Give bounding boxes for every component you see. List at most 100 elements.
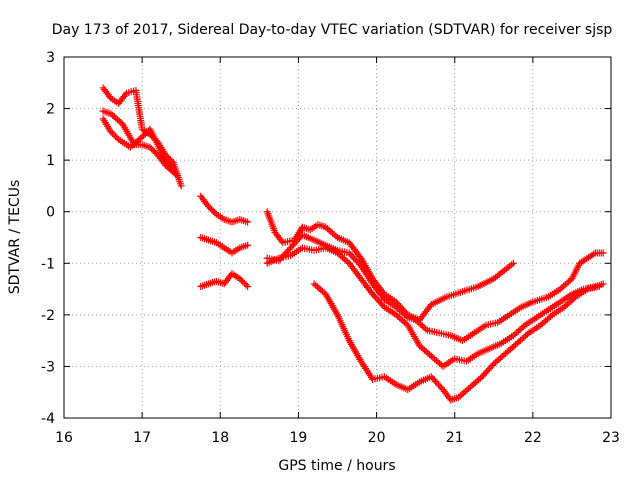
data-point [543,315,551,323]
data-point [317,286,325,294]
data-point [455,393,463,401]
data-point [112,114,120,122]
data-point [109,111,117,119]
data-point [560,303,568,311]
data-point [505,347,513,355]
data-point [148,145,156,153]
data-point [325,226,333,234]
data-point [172,170,180,178]
data-point [416,342,424,350]
data-point [513,339,521,347]
data-point [379,294,387,302]
data-point [516,326,524,334]
data-point [417,343,425,351]
data-point [537,321,545,329]
data-point [173,172,181,180]
data-point [208,206,216,214]
data-point [312,281,320,289]
data-point [419,345,427,353]
data-point [421,346,429,354]
data-point [209,207,217,215]
x-tick-label: 21 [446,430,464,446]
data-point [422,325,430,333]
data-point [514,327,522,335]
data-point [509,259,517,267]
data-point [511,330,519,338]
data-point [395,314,403,322]
data-point [237,276,245,284]
data-point [334,249,341,257]
data-point [465,385,473,393]
data-point [562,302,570,310]
data-point [399,317,407,325]
data-point [556,285,564,293]
data-point [561,281,569,289]
x-tick-label: 18 [211,430,229,446]
x-tick-label: 16 [55,430,73,446]
data-point [400,310,408,318]
data-point [112,132,120,140]
data-point [395,306,403,314]
data-point [508,344,516,352]
data-point [517,336,525,344]
data-point [476,374,484,382]
data-point [108,129,116,137]
data-point [168,157,176,165]
data-point [211,209,219,217]
y-tick-label: 0 [46,205,55,221]
data-point [313,283,321,291]
data-point [512,341,520,349]
data-point [503,348,511,356]
data-point [397,308,405,316]
data-point [565,278,573,286]
data-point [138,133,146,141]
data-point [342,256,350,264]
data-point [315,284,323,292]
data-point [206,204,214,212]
x-tick-label: 17 [133,430,151,446]
data-point [110,131,118,139]
data-point [107,128,115,136]
data-point [488,361,496,369]
y-tick-label: -4 [41,411,55,427]
data-point [413,317,421,325]
data-point [394,305,402,313]
data-point [205,203,213,211]
data-point [135,136,143,144]
data-point [599,249,607,257]
data-point [542,317,550,325]
data-point [518,324,526,332]
data-point [565,299,573,307]
data-point [502,350,510,358]
data-points [99,84,607,404]
data-point [568,296,576,304]
x-tick-label: 19 [290,430,308,446]
data-point [495,355,503,363]
data-point [560,282,568,290]
data-point [493,357,501,365]
data-point [239,278,247,286]
data-point [538,320,546,328]
data-point [115,117,123,125]
data-point [427,352,435,360]
data-point [128,142,136,150]
data-point [113,134,121,142]
data-point [418,322,426,330]
x-tick-label: 22 [524,430,542,446]
data-point [400,318,408,326]
data-point [468,382,476,390]
data-point [558,284,566,292]
data-point [415,319,423,327]
data-point [241,279,249,287]
data-point [570,294,578,302]
data-point [335,250,343,258]
data-point [456,392,464,400]
data-point [323,225,331,233]
data-point [422,348,430,356]
data-point [490,360,498,368]
plot-frame [63,56,612,419]
data-point [461,387,469,395]
data-point [473,377,481,385]
data-point [463,386,471,394]
